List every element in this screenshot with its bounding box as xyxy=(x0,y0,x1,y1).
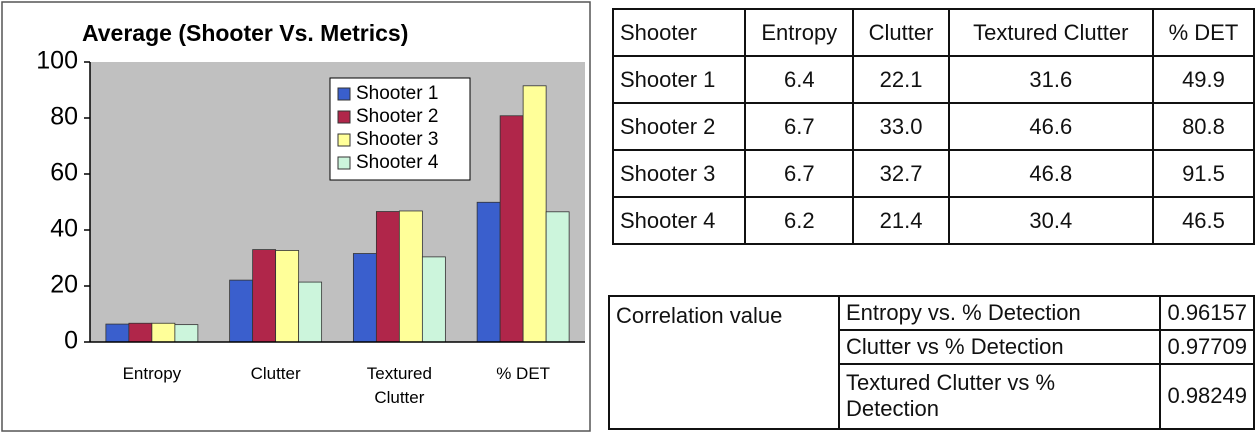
bar xyxy=(252,249,277,343)
y-tick-label: 40 xyxy=(50,215,78,243)
bar xyxy=(174,324,199,343)
table-row: Shooter 1 6.4 22.1 31.6 49.9 xyxy=(611,55,1256,104)
y-tick-label: 100 xyxy=(36,47,78,75)
bar xyxy=(375,211,400,343)
legend-box xyxy=(329,77,471,181)
correlation-name: Textured Clutter vs % Detection xyxy=(837,362,1162,431)
y-tick-label: 20 xyxy=(50,271,78,299)
table-cell: 6.4 xyxy=(744,55,855,104)
legend-swatch xyxy=(337,110,351,124)
bar xyxy=(398,210,423,343)
table-cell: 33.0 xyxy=(852,102,950,151)
bar xyxy=(298,281,323,343)
table-row: Shooter 2 6.7 33.0 46.6 80.8 xyxy=(611,102,1256,151)
table-cell: 46.6 xyxy=(947,102,1154,151)
legend-swatch xyxy=(337,133,351,147)
correlation-value: 0.96157 xyxy=(1159,295,1255,331)
table-cell: 49.9 xyxy=(1151,55,1256,104)
table-cell: 6.7 xyxy=(744,149,855,198)
legend-swatch xyxy=(337,156,351,170)
table-header-cell: Entropy xyxy=(744,8,855,57)
table-cell: 46.5 xyxy=(1151,196,1256,245)
bar xyxy=(151,322,176,343)
table-row: Shooter 3 6.7 32.7 46.8 91.5 xyxy=(611,149,1256,198)
legend-label: Shooter 3 xyxy=(356,129,438,150)
y-tick-label: 80 xyxy=(50,103,78,131)
table-cell: 31.6 xyxy=(947,55,1154,104)
correlation-name: Clutter vs % Detection xyxy=(837,328,1162,365)
bar xyxy=(128,322,153,343)
legend-label: Shooter 2 xyxy=(356,106,438,127)
x-tick-label: % DET xyxy=(496,364,551,383)
table-cell: 6.7 xyxy=(744,102,855,151)
table-cell: 80.8 xyxy=(1151,102,1256,151)
table-header-row: Shooter Entropy Clutter Textured Clutter% D… xyxy=(611,8,1256,57)
table-cell: 30.4 xyxy=(947,196,1154,245)
bar xyxy=(275,250,300,343)
correlation-label: Correlation value xyxy=(608,295,840,430)
bar xyxy=(105,323,130,343)
table-cell: Shooter 3 xyxy=(611,149,747,198)
table-header-cell: Clutter xyxy=(852,8,950,57)
correlation-row: Correlation value Entropy vs. % Detection… xyxy=(608,295,1255,430)
legend-label: Shooter 4 xyxy=(356,152,439,173)
bar xyxy=(352,253,377,343)
table-cell: Shooter 2 xyxy=(611,102,747,151)
y-tick-label: 60 xyxy=(50,159,78,187)
correlation-row: Clutter vs % Detection 0.97709 xyxy=(609,328,1255,365)
table-header-cell: Textured Clutter xyxy=(947,8,1154,57)
table-header-cell: Shooter xyxy=(611,8,747,57)
table-cell: Shooter 1 xyxy=(611,55,747,104)
table-header-cell: % DET xyxy=(1151,8,1256,57)
table-row: Shooter 4 6.2 21.4 30.4 46.5 xyxy=(611,196,1256,245)
x-tick-label: Textured Clutter xyxy=(366,364,432,407)
legend-swatch xyxy=(337,87,351,101)
table-cell: 6.2 xyxy=(744,196,855,245)
table-cell: 22.1 xyxy=(852,55,950,104)
legend-label: Shooter 1 xyxy=(356,83,438,104)
correlation-value: 0.97709 xyxy=(1159,328,1255,365)
bar xyxy=(499,115,524,343)
x-tick-label: Entropy xyxy=(122,364,182,383)
chart-title: Average (Shooter Vs. Metrics) xyxy=(82,20,408,46)
shooter-table: Shooter Entropy Clutter Textured Clutter% D… xyxy=(611,8,1256,245)
correlation-table: Correlation value Entropy vs. % Detection… xyxy=(608,295,1255,431)
table-cell: Shooter 4 xyxy=(611,196,747,245)
chart: Average (Shooter Vs. Metrics) 0 20 40 60 80 1… xyxy=(1,1,591,432)
bar xyxy=(545,211,570,343)
bar xyxy=(476,201,501,343)
bar xyxy=(522,85,547,343)
bar xyxy=(229,279,254,343)
table-cell: 46.8 xyxy=(947,149,1154,198)
correlation-row: Textured Clutter vs % Detection 0.98249 xyxy=(609,362,1255,431)
table-cell: 21.4 xyxy=(852,196,950,245)
y-tick-label: 0 xyxy=(64,327,78,355)
table-cell: 91.5 xyxy=(1151,149,1256,198)
x-tick-label: Clutter xyxy=(250,364,301,383)
correlation-value: 0.98249 xyxy=(1159,362,1255,431)
correlation-name: Entropy vs. % Detection xyxy=(837,295,1162,331)
table-cell: 32.7 xyxy=(852,149,950,198)
bar xyxy=(421,256,446,343)
